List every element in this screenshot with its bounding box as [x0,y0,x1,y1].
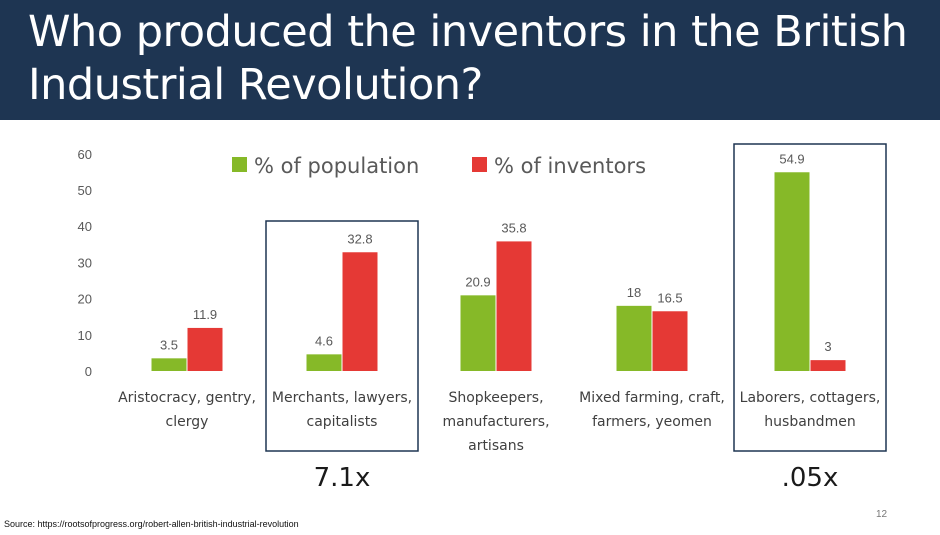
legend-swatch-population [232,157,247,172]
data-label: 4.6 [315,333,333,348]
y-tick-label: 10 [78,328,92,343]
y-tick-label: 20 [78,292,92,307]
population-bar [616,305,652,371]
data-label: 18 [627,285,641,300]
category-label: Shopkeepers, manufacturers, artisans [442,390,549,454]
y-tick-label: 30 [78,255,92,270]
data-label: 3 [824,339,831,354]
title-banner: Who produced the inventors in the Britis… [0,0,940,120]
population-bar [306,354,342,371]
data-label: 35.8 [501,220,526,235]
inventors-bar [187,327,223,371]
data-label: 20.9 [465,274,490,289]
legend-label: % of inventors [494,154,646,178]
population-bar [460,295,496,371]
inventors-bar [342,252,378,371]
inventors-bar [496,241,532,371]
page-number: 12 [876,509,888,520]
legend-swatch-inventors [472,157,487,172]
inventors-bar [652,311,688,371]
bar-chart: 0 10 20 30 40 50 60 7.1x .05x 3.5 4.6 20.9 18 54.9 11.… [78,143,887,493]
data-label: 32.8 [347,231,372,246]
category-label: Aristocracy, gentry, clergy [118,390,256,430]
ratio-label: 7.1x [314,463,371,493]
y-tick-label: 60 [78,147,92,162]
category-label: Mixed farming, craft, farmers, yeomen [579,390,725,430]
inventors-bar [810,360,846,371]
slide-title: Who produced the inventors in the Britis… [28,7,908,110]
population-bar [774,172,810,371]
y-tick-label: 0 [85,364,92,379]
data-label: 16.5 [657,290,682,305]
y-tick-label: 40 [78,219,92,234]
y-tick-label: 50 [78,183,92,198]
population-bar [151,358,187,371]
ratio-label: .05x [782,463,839,493]
category-label: Laborers, cottagers, husbandmen [740,390,881,430]
legend-label: % of population [254,154,419,178]
category-label: Merchants, lawyers, capitalists [272,390,412,430]
data-label: 3.5 [160,337,178,352]
source-citation: Source: https://rootsofprogress.org/robe… [4,519,299,529]
highlight-box [265,220,419,452]
data-label: 11.9 [193,307,217,322]
highlight-box [733,143,887,452]
data-label: 54.9 [779,151,804,166]
